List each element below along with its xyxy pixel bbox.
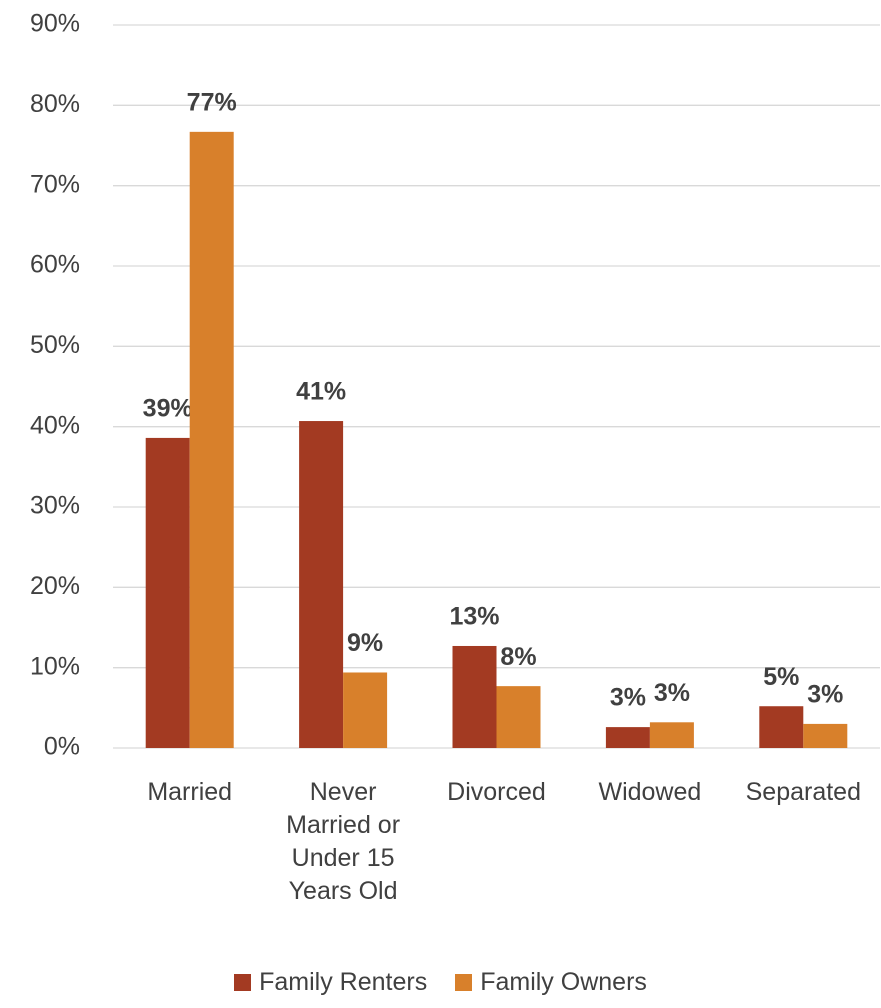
x-tick-label: Separated <box>745 778 861 806</box>
data-label: 3% <box>807 681 843 709</box>
bar <box>649 722 694 748</box>
bar <box>759 706 804 748</box>
y-tick-label: 20% <box>30 572 80 600</box>
y-tick-label: 40% <box>30 411 80 439</box>
legend-swatch <box>455 974 473 991</box>
y-tick-label: 50% <box>30 331 80 359</box>
legend-label: Family Renters <box>259 968 428 996</box>
data-label: 8% <box>500 643 536 671</box>
x-tick-label: Never Married or Under 15 Years Old <box>286 778 401 905</box>
x-tick-label: Married <box>147 778 233 806</box>
data-label: 9% <box>347 629 383 657</box>
data-label: 41% <box>296 378 346 406</box>
data-label: 3% <box>610 684 646 712</box>
bar <box>452 645 497 748</box>
bar <box>299 421 344 748</box>
data-label: 77% <box>187 88 237 116</box>
legend-item: Family Owners <box>455 968 647 997</box>
bar <box>803 723 848 748</box>
legend: Family Renters Family Owners <box>0 968 881 997</box>
chart: 0% 10% 20% 30% 40% 50% 60% 70% 80% 90% 39% 77% 41% 9%… <box>30 10 880 761</box>
bar <box>189 131 234 749</box>
bar <box>343 672 388 748</box>
x-tick-label: Divorced <box>447 778 546 806</box>
y-tick-label: 70% <box>30 170 80 198</box>
legend-swatch <box>234 974 252 991</box>
data-label: 39% <box>143 395 193 423</box>
legend-item: Family Renters <box>234 968 427 997</box>
x-tick-label: Widowed <box>598 778 702 806</box>
bar <box>605 727 650 748</box>
data-label: 3% <box>654 679 690 707</box>
y-tick-label: 90% <box>30 10 80 38</box>
y-tick-label: 10% <box>30 652 80 680</box>
data-label: 13% <box>449 603 499 631</box>
data-label: 5% <box>763 663 799 691</box>
y-tick-label: 80% <box>30 90 80 118</box>
bar <box>496 686 541 748</box>
y-tick-label: 30% <box>30 492 80 520</box>
y-tick-label: 60% <box>30 251 80 279</box>
bar <box>145 437 190 748</box>
legend-label: Family Owners <box>480 968 647 996</box>
y-tick-label: 0% <box>44 733 80 761</box>
